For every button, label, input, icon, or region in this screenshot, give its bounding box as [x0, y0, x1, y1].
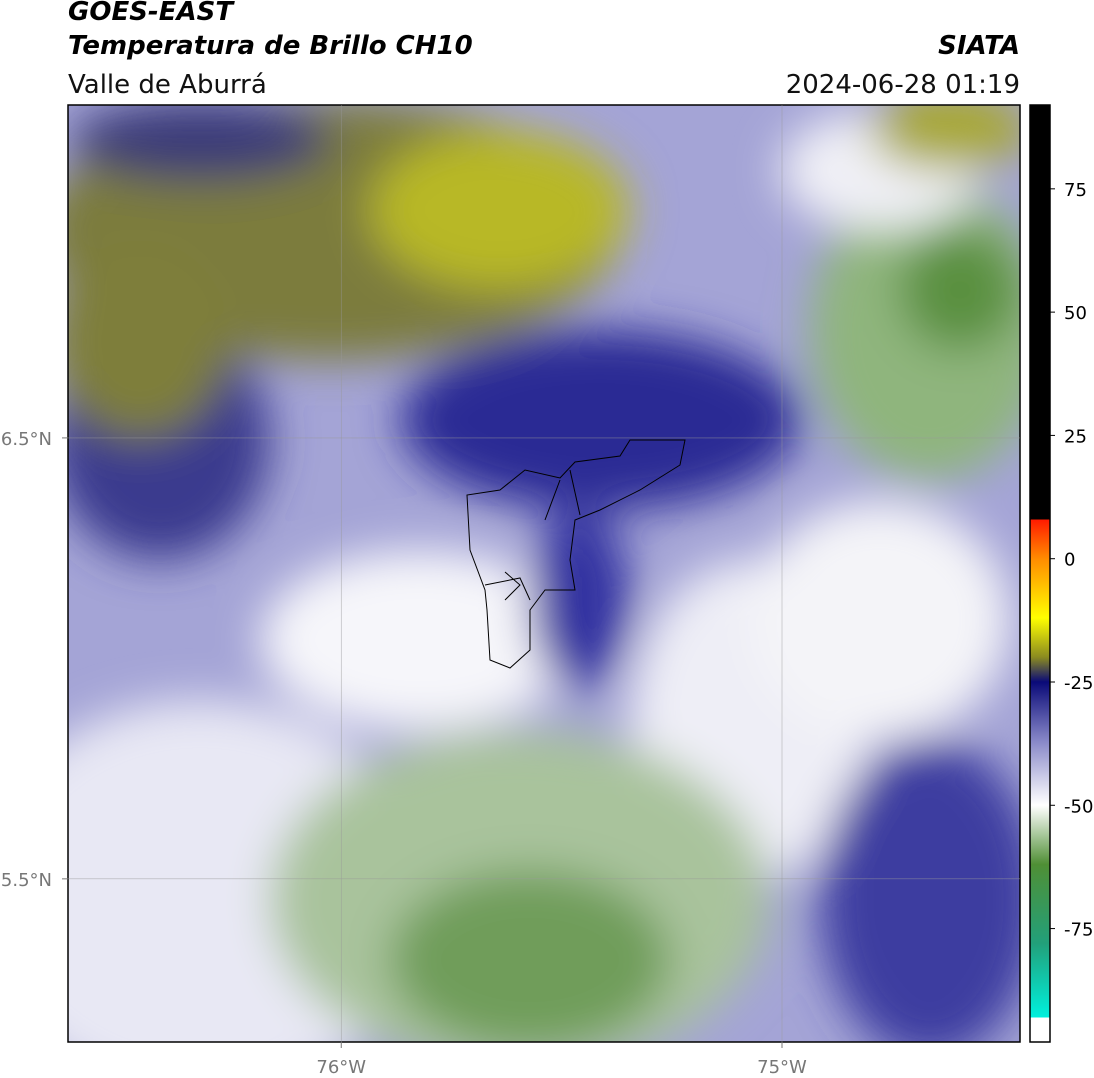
municipal-boundaries — [466, 439, 686, 669]
datetime: 2024-06-28 01:19 — [786, 70, 1020, 100]
title: GOES-EAST — [68, 0, 235, 27]
satellite-field — [68, 105, 1020, 1042]
colorbar-tick-label: -75 — [1064, 920, 1093, 941]
colorbar-tick-label: -25 — [1064, 673, 1093, 694]
colorbar-tick-label: -50 — [1064, 796, 1093, 817]
colorbar-tick-label: 50 — [1064, 303, 1087, 324]
colorbar-tick-label: 0 — [1064, 550, 1075, 571]
colorbar-tick-label: 75 — [1064, 180, 1087, 201]
source: SIATA — [938, 31, 1020, 61]
map-frame — [67, 104, 1021, 1043]
colorbar-tick-label: 25 — [1064, 426, 1087, 447]
x-tick-label: 75°W — [757, 1057, 807, 1078]
colorbar — [1029, 104, 1051, 1043]
y-tick-label: 5.5°N — [1, 870, 52, 891]
region: Valle de Aburrá — [68, 70, 267, 100]
product: Temperatura de Brillo CH10 — [68, 31, 473, 61]
x-tick-label: 76°W — [316, 1057, 366, 1078]
y-tick-label: 6.5°N — [1, 429, 52, 450]
